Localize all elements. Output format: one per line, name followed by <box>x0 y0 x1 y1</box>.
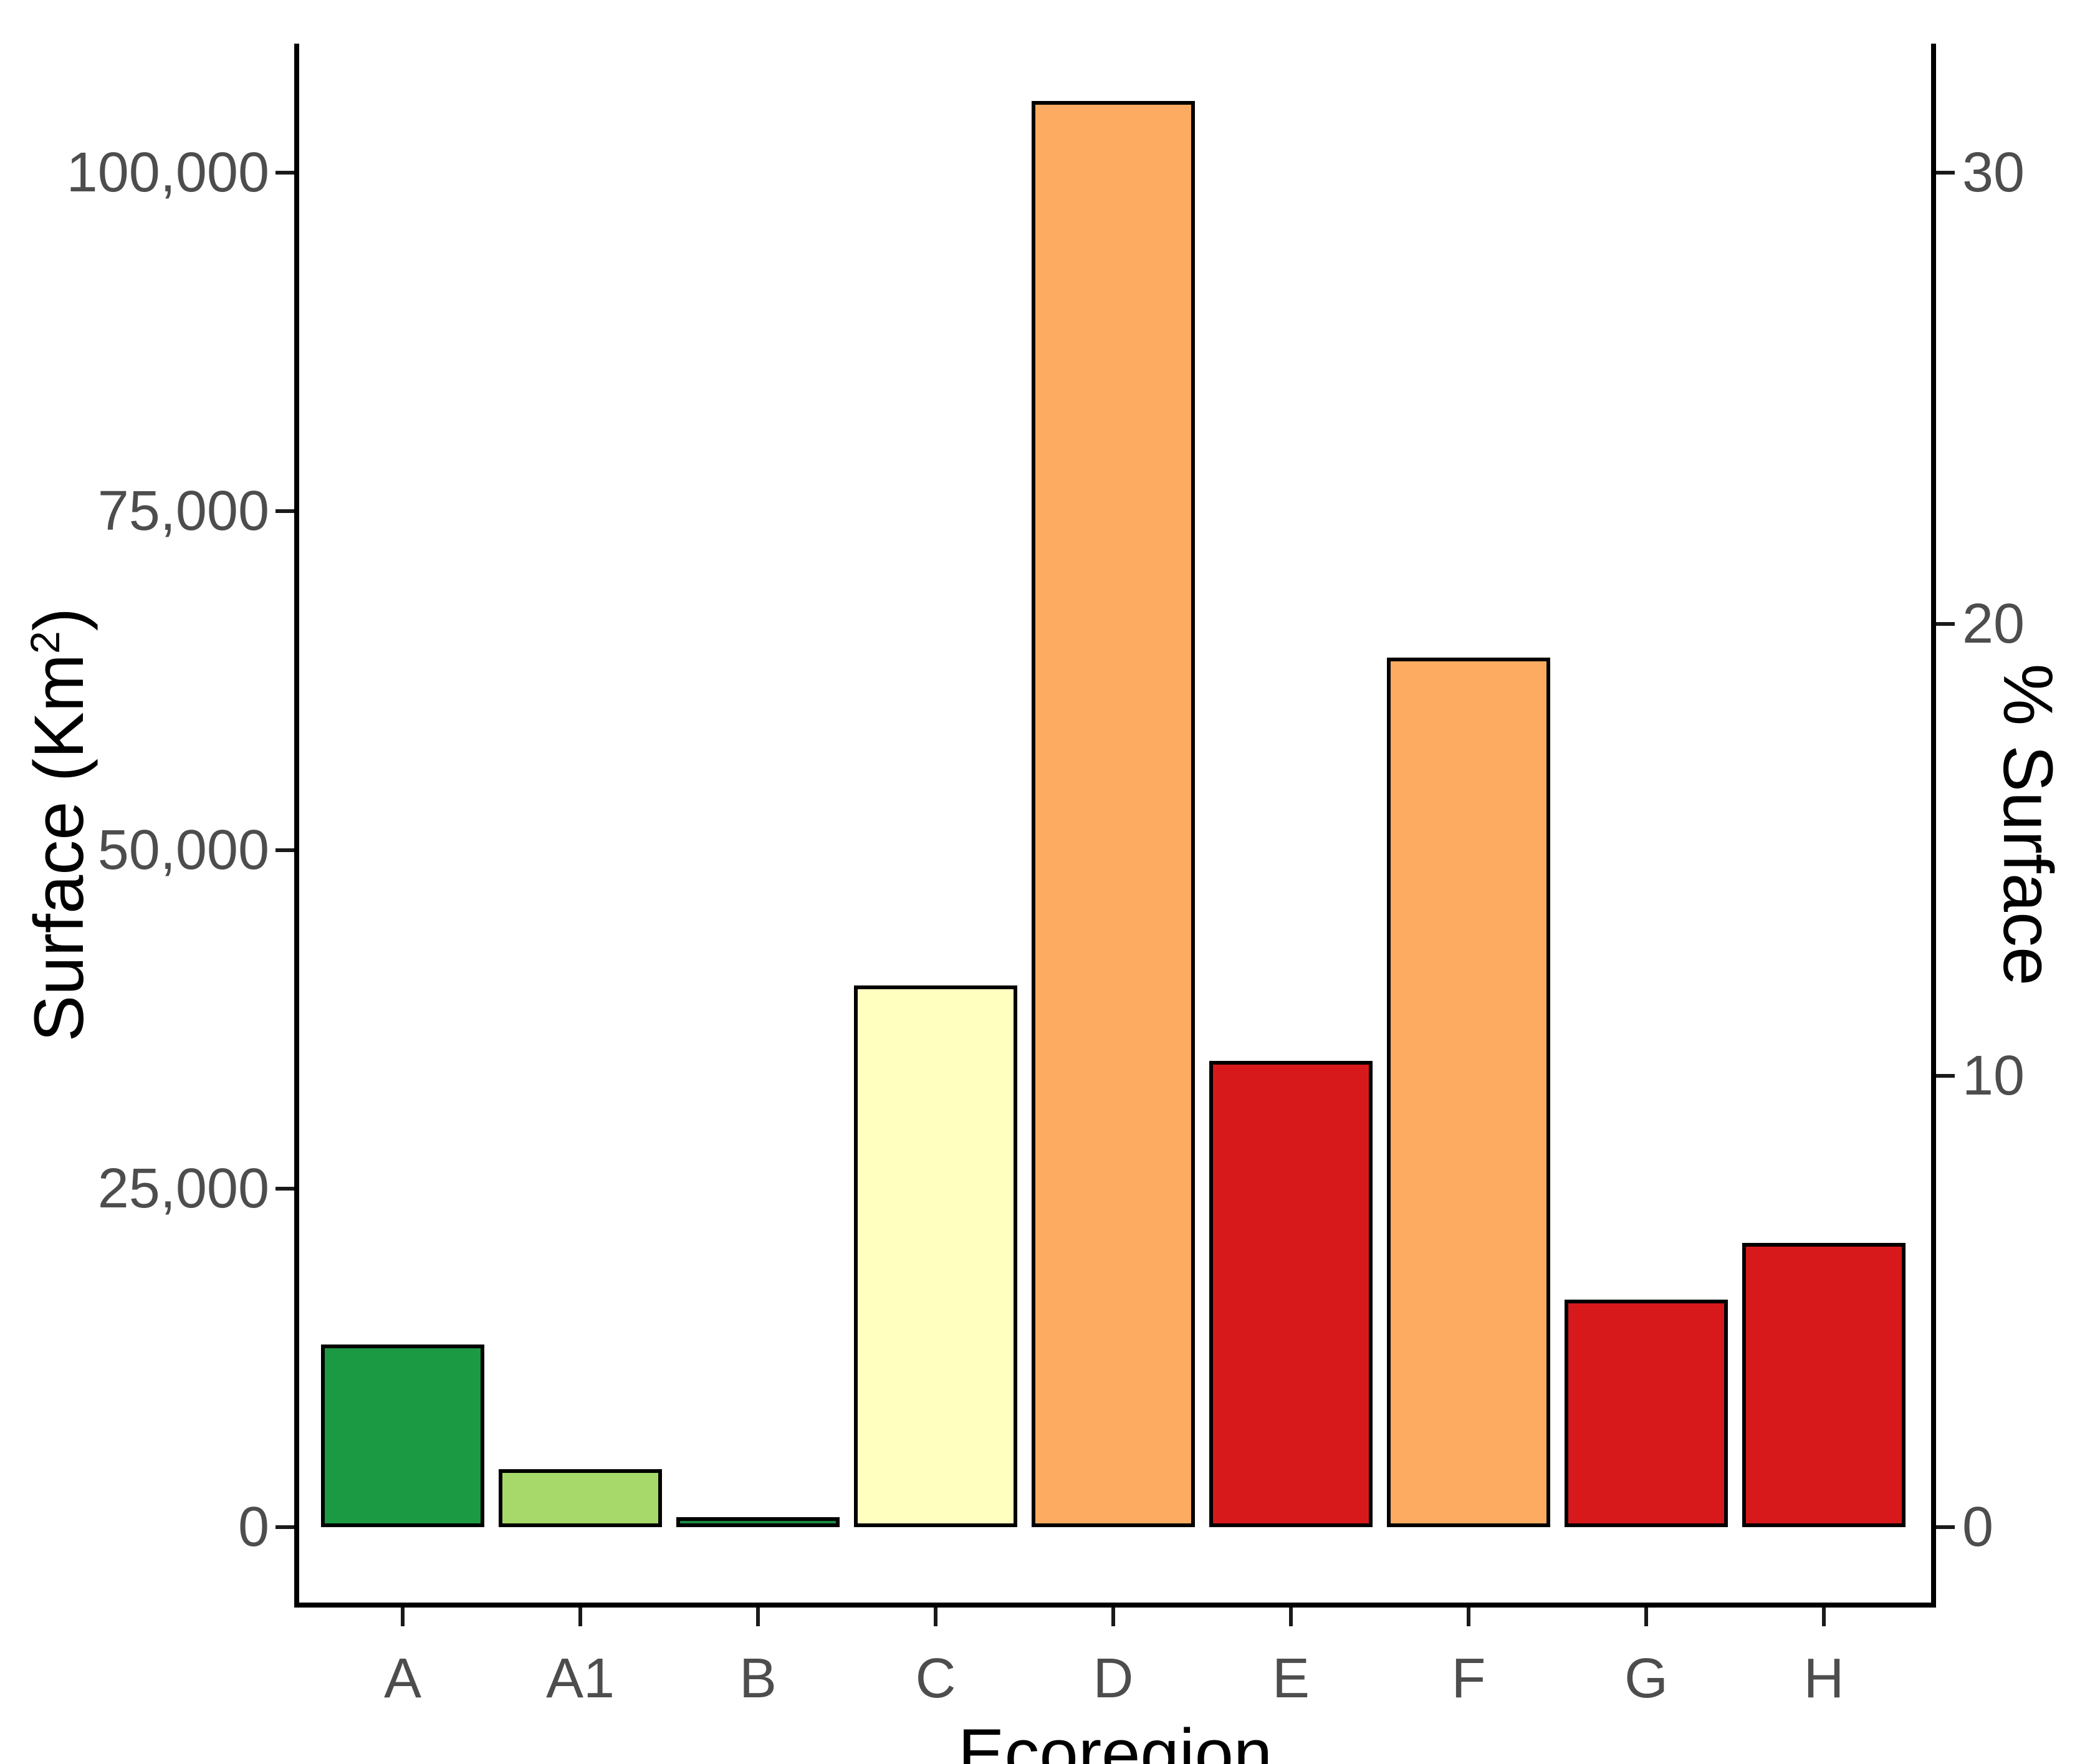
y-left-tick-100,000 <box>276 171 294 175</box>
y-left-tick-label: 100,000 <box>66 141 269 204</box>
y-left-tick-50,000 <box>276 848 294 852</box>
x-tick-D <box>1111 1608 1115 1626</box>
y-right-tick-10 <box>1936 1073 1955 1078</box>
y-axis-right-line <box>1931 44 1936 1608</box>
y-left-tick-label: 75,000 <box>97 480 269 543</box>
x-axis-title: Ecoregion <box>957 1715 1273 1764</box>
x-tick-label-F: F <box>1451 1647 1486 1710</box>
y-left-tick-label: 50,000 <box>97 818 269 881</box>
bar-H <box>1742 1242 1906 1527</box>
y-right-tick-label: 20 <box>1962 593 2025 656</box>
x-tick-B <box>756 1608 760 1626</box>
y-right-tick-20 <box>1936 622 1955 626</box>
y-right-tick-label: 30 <box>1962 141 2025 204</box>
x-axis-line <box>294 1603 1936 1608</box>
bar-A1 <box>499 1469 662 1527</box>
y-left-tick-label: 0 <box>237 1496 269 1558</box>
x-tick-label-C: C <box>915 1647 956 1710</box>
x-tick-F <box>1467 1608 1470 1626</box>
y-left-tick-0 <box>276 1525 294 1529</box>
y-axis-title-left-close: ) <box>20 607 98 631</box>
bar-D <box>1032 100 1195 1527</box>
x-tick-E <box>1289 1608 1293 1626</box>
y-right-tick-0 <box>1936 1525 1955 1529</box>
y-left-tick-75,000 <box>276 509 294 514</box>
y-left-tick-25,000 <box>276 1186 294 1191</box>
y-right-tick-label: 10 <box>1962 1044 2025 1107</box>
x-tick-label-D: D <box>1093 1647 1134 1710</box>
x-tick-G <box>1644 1608 1648 1626</box>
bar-F <box>1387 657 1550 1527</box>
y-axis-left-line <box>294 44 299 1608</box>
bar-C <box>854 985 1017 1527</box>
x-tick-label-A1: A1 <box>545 1647 615 1710</box>
x-tick-A <box>401 1608 405 1626</box>
y-right-tick-30 <box>1936 171 1955 175</box>
bar-E <box>1209 1061 1373 1527</box>
x-tick-A1 <box>578 1608 582 1626</box>
x-tick-label-B: B <box>739 1647 777 1710</box>
bar-A <box>321 1344 484 1527</box>
x-tick-label-H: H <box>1803 1647 1844 1710</box>
x-tick-C <box>934 1608 937 1626</box>
y-axis-title-left-superscript: 2 <box>21 630 68 654</box>
y-left-tick-label: 25,000 <box>97 1157 269 1220</box>
y-right-tick-label: 0 <box>1962 1496 1994 1558</box>
bar-B <box>676 1517 840 1527</box>
x-tick-label-G: G <box>1624 1647 1668 1710</box>
x-tick-H <box>1822 1608 1826 1626</box>
bar-G <box>1565 1299 1728 1527</box>
x-tick-label-E: E <box>1272 1647 1310 1710</box>
x-tick-label-A: A <box>383 1647 422 1710</box>
